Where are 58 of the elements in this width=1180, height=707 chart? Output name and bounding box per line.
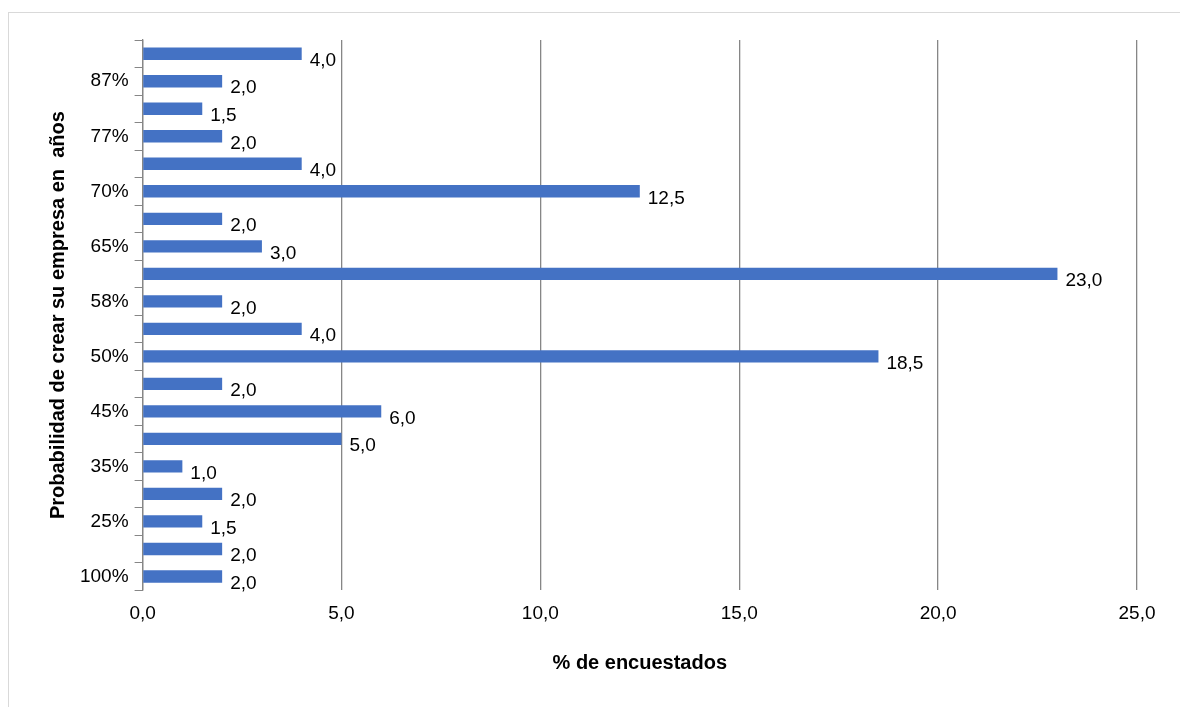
x-tick-label: 20,0 bbox=[919, 601, 957, 623]
x-tick-label: 5,0 bbox=[328, 601, 355, 623]
bar bbox=[143, 570, 223, 583]
data-label: 18,5 bbox=[886, 351, 924, 373]
data-label: 1,0 bbox=[190, 461, 217, 483]
data-label: 4,0 bbox=[309, 324, 337, 346]
bar bbox=[143, 377, 223, 391]
x-tick-label: 15,0 bbox=[720, 601, 758, 623]
data-label: 2,0 bbox=[230, 544, 257, 566]
y-tick-label: 25% bbox=[90, 509, 129, 531]
bar bbox=[143, 487, 223, 501]
x-tick-label: 0,0 bbox=[129, 601, 156, 623]
y-tick-label: 45% bbox=[90, 399, 129, 421]
y-tick-label: 87% bbox=[90, 69, 129, 91]
y-tick-label: 58% bbox=[90, 289, 129, 311]
bar bbox=[143, 157, 302, 170]
y-tick-label: 100% bbox=[79, 564, 129, 586]
data-label: 4,0 bbox=[309, 159, 337, 181]
x-axis-title: % de encuestados bbox=[552, 650, 728, 673]
data-label: 2,0 bbox=[230, 571, 257, 593]
data-label: 1,5 bbox=[210, 516, 237, 538]
bar bbox=[143, 515, 203, 528]
data-label: 1,5 bbox=[210, 104, 237, 126]
y-axis-title: Probabilidad de crear su empresa en años bbox=[45, 111, 68, 520]
bar bbox=[143, 185, 640, 198]
data-label: 2,0 bbox=[230, 296, 257, 318]
y-tick-label: 77% bbox=[90, 124, 129, 146]
data-label: 2,0 bbox=[230, 379, 257, 401]
bar bbox=[143, 212, 223, 226]
bar bbox=[143, 295, 223, 308]
bar bbox=[143, 75, 223, 88]
data-label: 2,0 bbox=[230, 489, 257, 511]
bar bbox=[143, 432, 342, 446]
y-tick-label: 50% bbox=[90, 344, 129, 366]
bar bbox=[143, 130, 223, 143]
data-label: 2,0 bbox=[230, 76, 257, 98]
data-label: 5,0 bbox=[349, 434, 376, 456]
data-label: 23,0 bbox=[1065, 269, 1103, 291]
bar bbox=[143, 240, 262, 253]
bar bbox=[143, 405, 382, 418]
y-tick-label: 70% bbox=[90, 179, 129, 201]
data-label: 3,0 bbox=[269, 241, 297, 263]
bar bbox=[143, 542, 223, 556]
bar bbox=[143, 460, 183, 473]
data-label: 2,0 bbox=[230, 214, 257, 236]
bar bbox=[143, 267, 1058, 281]
y-tick-label: 35% bbox=[90, 454, 129, 476]
x-tick-label: 10,0 bbox=[521, 601, 559, 623]
data-label: 2,0 bbox=[230, 131, 257, 153]
data-label: 6,0 bbox=[389, 406, 416, 428]
y-tick-label: 65% bbox=[90, 234, 129, 256]
bar bbox=[143, 47, 302, 60]
bar bbox=[143, 322, 302, 336]
data-label: 4,0 bbox=[309, 48, 337, 70]
bar bbox=[143, 350, 879, 363]
bar bbox=[143, 102, 203, 115]
x-tick-label: 25,0 bbox=[1118, 601, 1156, 623]
data-label: 12,5 bbox=[647, 186, 685, 208]
